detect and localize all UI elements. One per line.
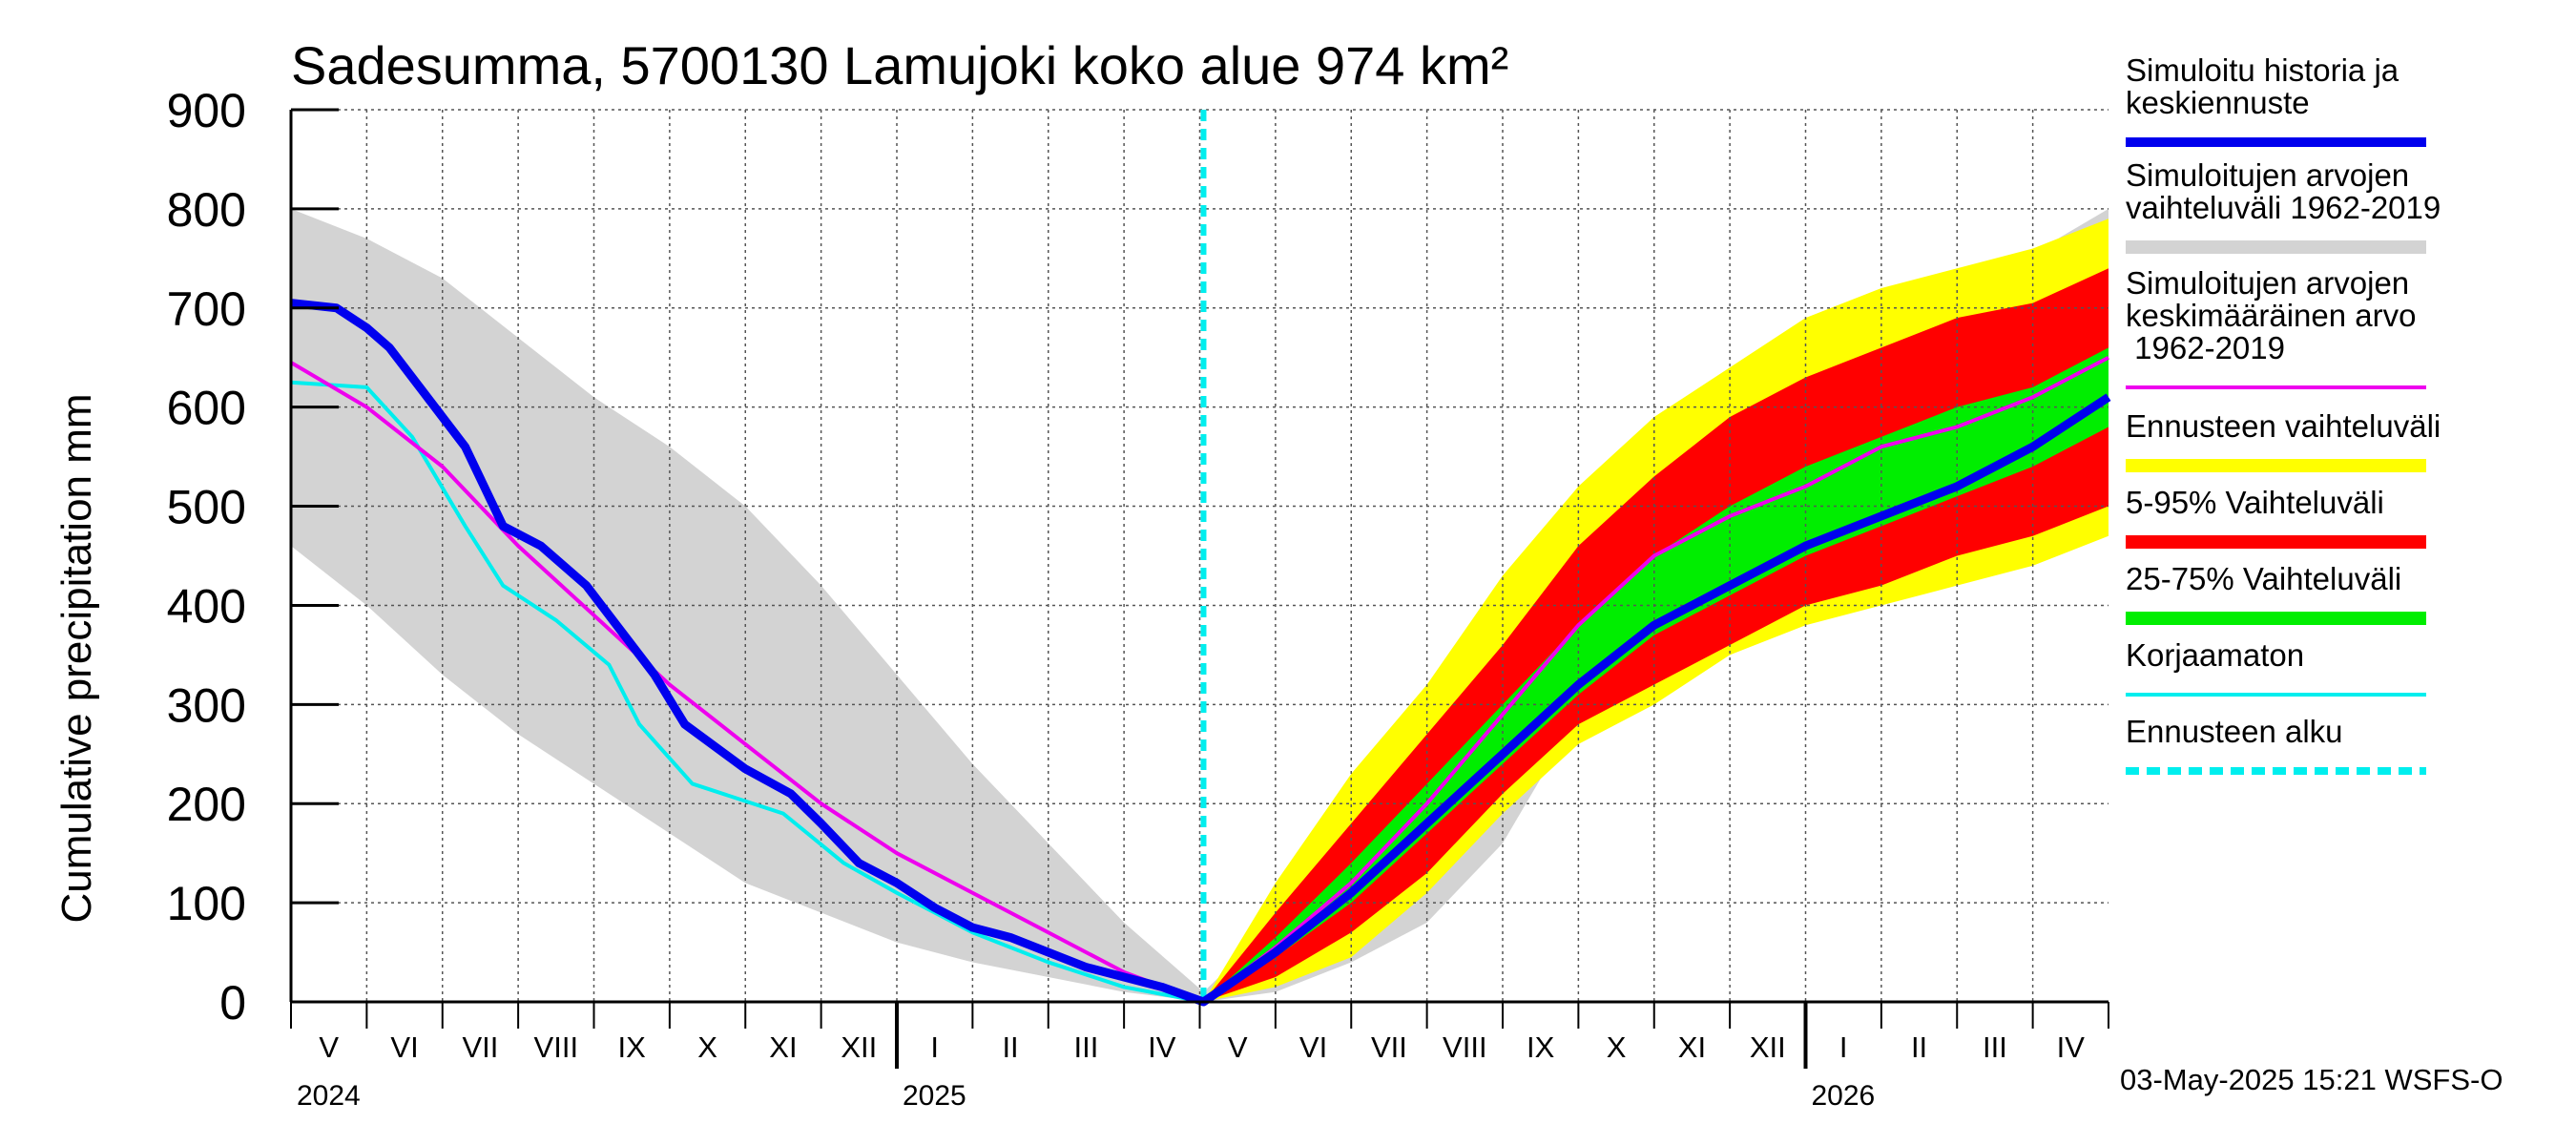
- month-label: III: [1983, 1030, 2007, 1064]
- month-label: XI: [769, 1030, 797, 1064]
- year-labels: 2024 2025 2026: [297, 1080, 1875, 1112]
- month-label: V: [1228, 1030, 1248, 1064]
- y-tick-label: 100: [167, 877, 246, 930]
- month-label: X: [1607, 1030, 1627, 1064]
- y-tick-label: 0: [219, 976, 246, 1030]
- month-labels: V VI VII VIII IX X XI XII I II III IV V VI VII VIII IX X X…: [319, 1030, 2085, 1064]
- grid: [291, 109, 2109, 1002]
- month-label: II: [1002, 1030, 1018, 1064]
- legend: Simuloitu historia ja keskiennuste Simuloi…: [2126, 52, 2441, 775]
- month-label: IX: [618, 1030, 647, 1064]
- legend-label: Korjaamaton: [2126, 637, 2304, 673]
- y-tick-label: 300: [167, 678, 246, 732]
- y-tick-label: 200: [167, 778, 246, 831]
- chart-title: Sadesumma, 5700130 Lamujoki koko alue 97…: [291, 35, 1508, 95]
- y-tick-labels: 0 100 200 300 400 500 600 700 800 900: [167, 84, 246, 1030]
- legend-label: Simuloitujen arvojen vaihteluväli 1962-20…: [2126, 157, 2441, 225]
- legend-label: Simuloitujen arvojen keskimääräinen arvo …: [2126, 265, 2416, 365]
- month-label: VIII: [534, 1030, 579, 1064]
- month-label: XII: [1750, 1030, 1786, 1064]
- legend-label: Ennusteen vaihteluväli: [2126, 408, 2441, 444]
- timestamp-footer: 03-May-2025 15:21 WSFS-O: [2120, 1063, 2503, 1096]
- month-label: IV: [2057, 1030, 2086, 1064]
- legend-label: 25-75% Vaihteluväli: [2126, 561, 2401, 596]
- month-label: IV: [1148, 1030, 1176, 1064]
- history-forecast-line: [290, 299, 2111, 1007]
- year-label: 2024: [297, 1080, 361, 1112]
- y-tick-label: 600: [167, 382, 246, 435]
- month-label: XII: [841, 1030, 877, 1064]
- y-tick-label: 900: [167, 84, 246, 137]
- month-label: X: [697, 1030, 717, 1064]
- month-label: I: [1839, 1030, 1848, 1064]
- month-label: VI: [390, 1030, 418, 1064]
- month-label: VII: [462, 1030, 498, 1064]
- month-label: IX: [1527, 1030, 1555, 1064]
- month-label: VII: [1371, 1030, 1407, 1064]
- legend-label: 5-95% Vaihteluväli: [2126, 485, 2384, 520]
- month-label: III: [1074, 1030, 1099, 1064]
- month-label: II: [1911, 1030, 1927, 1064]
- legend-label: Simuloitu historia ja keskiennuste: [2126, 52, 2399, 120]
- month-label: V: [319, 1030, 339, 1064]
- month-label: I: [930, 1030, 939, 1064]
- legend-label: Ennusteen alku: [2126, 714, 2343, 749]
- axes: [289, 108, 2109, 1069]
- y-tick-label: 800: [167, 183, 246, 237]
- month-label: VI: [1299, 1030, 1327, 1064]
- year-label: 2026: [1812, 1080, 1876, 1112]
- month-label: XI: [1678, 1030, 1706, 1064]
- y-tick-label: 400: [167, 579, 246, 633]
- y-axis-label: Cumulative precipitation mm: [53, 393, 100, 923]
- year-label: 2025: [903, 1080, 966, 1112]
- uncorrected-line: [290, 380, 1204, 1004]
- y-tick-label: 700: [167, 282, 246, 336]
- month-label: VIII: [1443, 1030, 1487, 1064]
- y-tick-label: 500: [167, 481, 246, 534]
